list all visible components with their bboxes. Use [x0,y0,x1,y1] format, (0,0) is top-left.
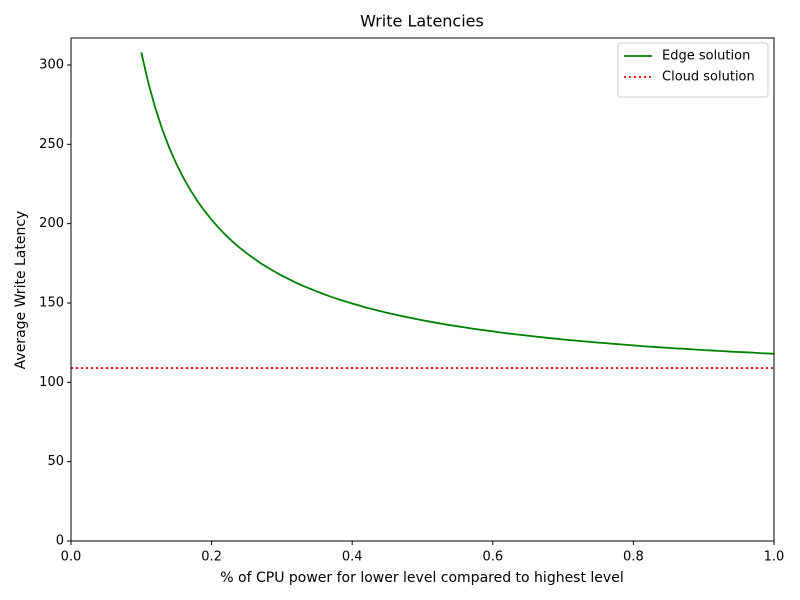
x-tick-label: 0.4 [342,550,363,565]
x-tick-label: 0.0 [61,550,82,565]
y-tick-label: 100 [39,375,64,390]
y-tick-label: 0 [56,534,64,549]
data-line [140,52,775,355]
x-axis-label: % of CPU power for lower level compared … [220,570,623,586]
x-tick-label: 0.8 [623,550,644,565]
y-tick-label: 250 [39,137,64,152]
y-tick-label: 300 [39,57,64,72]
x-tick-label: 1.0 [764,550,785,565]
chart-title: Write Latencies [360,12,484,31]
x-tick-label: 0.2 [201,550,222,565]
y-tick-label: 200 [39,216,64,231]
y-tick-label: 50 [47,454,64,469]
y-tick-label: 150 [39,295,64,310]
legend-label: Edge solution [662,49,750,64]
legend-label: Cloud solution [662,70,755,85]
axes-frame [70,37,775,542]
legend-box [617,42,769,98]
x-tick-label: 0.6 [482,550,503,565]
y-axis-label: Average Write Latency [13,211,29,370]
